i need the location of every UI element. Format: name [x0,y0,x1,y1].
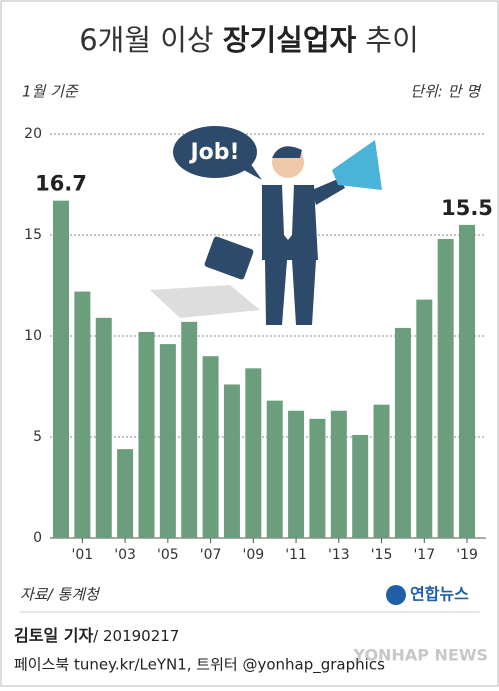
x-tick-label: '15 [371,547,393,563]
y-tick-label: 15 [24,227,42,243]
watermark: YONHAP NEWS [352,646,488,665]
arm [312,178,345,205]
bar [159,344,176,538]
bar [117,449,134,538]
shirt [282,185,294,240]
source: 자료/ 통계청 [20,586,101,604]
bar [288,410,305,538]
y-tick-label: 0 [33,530,42,546]
bar [394,327,411,538]
bar [330,410,347,538]
title-part: 6개월 이상 [79,23,223,57]
illustration: Job! [150,126,382,325]
speech-bubble [173,126,257,178]
bar [95,317,112,538]
hair [272,146,302,158]
bar [352,434,369,538]
briefcase [204,236,254,280]
date: / 20190217 [93,627,179,645]
title-bold: 장기실업자 [223,23,357,57]
x-tick-label: '09 [242,547,264,563]
bar [459,224,476,538]
x-tick-label: '13 [328,547,350,563]
y-tick-label: 10 [24,328,42,344]
bar [202,356,219,538]
unit: 단위: 만 명 [410,83,482,101]
footer: 페이스북 tuney.kr/LeYN1, 트위터 @yonhap_graphic… [14,656,385,675]
value-label: 15.5 [441,196,493,220]
x-tick-label: '01 [72,547,94,563]
bar [53,200,69,538]
bar [74,291,91,538]
x-tick-label: '05 [157,547,179,563]
shadow [150,285,260,318]
reporter-name: 김토일 기자 [14,626,93,645]
bar [266,400,283,538]
logo: 연합뉴스 [410,585,469,604]
bar [223,384,240,538]
legs [265,260,316,325]
value-label: 16.7 [35,172,87,196]
x-tick-label: '11 [285,547,307,563]
bar [373,404,390,538]
megaphone [332,140,382,190]
logo-mark [386,585,406,605]
chart-title: 6개월 이상 장기실업자 추이 [79,23,419,57]
y-tick-label: 20 [24,126,42,142]
title-part: 추이 [356,23,419,57]
reporter: 김토일 기자/ 20190217 [14,626,179,645]
x-tick-label: '19 [456,547,478,563]
y-tick-label: 5 [33,429,42,445]
bar [437,239,454,539]
annotation: Job! [188,140,239,165]
x-tick-label: '07 [200,547,222,563]
subtitle: 1월 기준 [22,83,79,101]
bar [181,321,198,538]
bubble-tail [240,160,262,180]
x-tick-label: '17 [413,547,435,563]
bar [309,418,326,538]
bar [245,368,262,538]
bar [138,331,155,538]
x-tick-label: '03 [114,547,136,563]
bar [416,299,433,538]
